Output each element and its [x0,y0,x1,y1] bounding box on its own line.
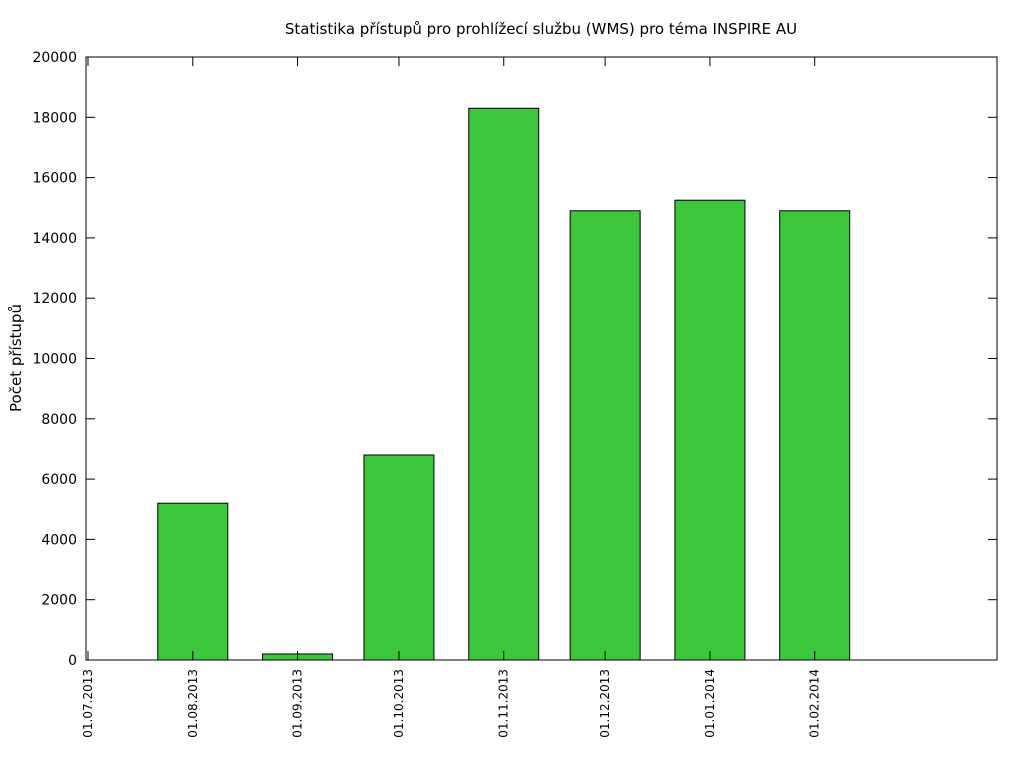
x-tick-label: 01.01.2014 [703,669,717,738]
plot-frame [85,56,998,661]
y-tick-label: 16000 [32,171,77,187]
x-tick-label: 01.09.2013 [291,669,305,738]
x-tick-label: 01.12.2013 [598,669,612,738]
y-tick-label: 4000 [41,532,77,548]
x-tick-label: 01.07.2013 [81,669,95,738]
y-tick-label: 20000 [32,50,77,66]
bar-2013-08-01 [157,502,229,661]
y-tick-label: 10000 [32,352,77,368]
y-tick-label: 18000 [32,110,77,126]
y-tick-label: 2000 [41,593,77,609]
x-tick-label: 01.10.2013 [392,669,406,738]
x-tick-label: 01.11.2013 [497,669,511,738]
y-tick-label: 0 [68,653,77,669]
y-axis-label: Počet přístupů [7,304,25,412]
bar-2013-11-01 [468,107,540,661]
x-tick-label: 01.08.2013 [186,669,200,738]
y-tick-label: 6000 [41,472,77,488]
bar-2014-01-01 [674,199,746,661]
bar-2013-12-01 [569,210,641,661]
y-tick-label: 12000 [32,291,77,307]
chart-title: Statistika přístupů pro prohlížecí služb… [285,20,797,38]
y-ticks-group: 0 2000 4000 6000 8000 10000 12000 14000 16000 180… [32,50,997,669]
x-tick-label: 01.02.2014 [808,669,822,738]
y-tick-label: 8000 [41,412,77,428]
bar-2013-10-01 [363,454,435,661]
y-tick-label: 14000 [32,231,77,247]
bar-2014-02-01 [779,210,851,661]
x-ticks-group: 01.07.2013 01.08.2013 01.09.2013 01.10.2013… [81,57,822,738]
bars-group [157,107,851,661]
